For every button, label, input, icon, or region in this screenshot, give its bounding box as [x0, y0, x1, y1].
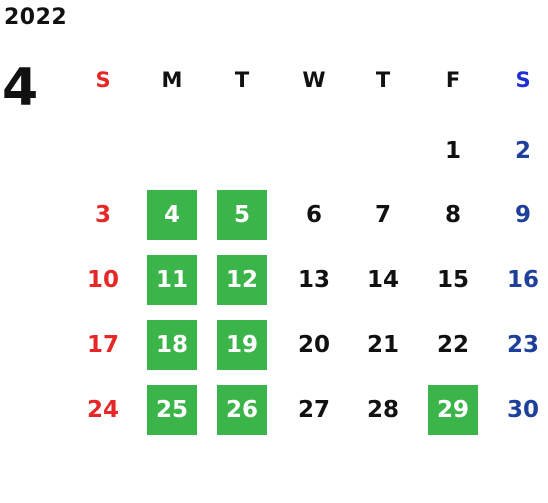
day-cell-4[interactable]: 4	[147, 190, 197, 240]
day-cell-7[interactable]: 7	[374, 202, 391, 228]
day-cell-5[interactable]: 5	[217, 190, 267, 240]
day-cell-3[interactable]: 3	[94, 202, 111, 228]
day-cell-23[interactable]: 23	[506, 332, 539, 358]
day-cell-6[interactable]: 6	[305, 202, 322, 228]
day-cell-30[interactable]: 30	[506, 397, 539, 423]
day-cell-2[interactable]: 2	[514, 138, 531, 164]
day-cell-27[interactable]: 27	[297, 397, 330, 423]
day-cell-24[interactable]: 24	[86, 397, 119, 423]
day-cell-10[interactable]: 10	[86, 267, 119, 293]
day-cell-25[interactable]: 25	[147, 385, 197, 435]
year-label: 2022	[4, 5, 68, 30]
weekday-header-wednesday: W	[302, 68, 326, 92]
weekday-header-saturday: S	[515, 68, 531, 92]
day-cell-16[interactable]: 16	[506, 267, 539, 293]
empty-day-cell	[289, 126, 339, 176]
weekday-header-sunday: S	[95, 68, 111, 92]
weekday-header-monday: M	[161, 68, 183, 92]
month-number: 4	[2, 58, 39, 118]
empty-day-cell	[78, 126, 128, 176]
day-cell-20[interactable]: 20	[297, 332, 330, 358]
weekday-header-thursday: T	[375, 68, 391, 92]
day-cell-21[interactable]: 21	[366, 332, 399, 358]
empty-day-cell	[358, 126, 408, 176]
day-cell-8[interactable]: 8	[444, 202, 461, 228]
day-cell-28[interactable]: 28	[366, 397, 399, 423]
day-cell-22[interactable]: 22	[436, 332, 469, 358]
day-cell-15[interactable]: 15	[436, 267, 469, 293]
day-cell-14[interactable]: 14	[366, 267, 399, 293]
day-cell-19[interactable]: 19	[217, 320, 267, 370]
day-cell-1[interactable]: 1	[444, 138, 461, 164]
day-cell-12[interactable]: 12	[217, 255, 267, 305]
day-cell-9[interactable]: 9	[514, 202, 531, 228]
day-cell-26[interactable]: 26	[217, 385, 267, 435]
day-cell-13[interactable]: 13	[297, 267, 330, 293]
empty-day-cell	[217, 126, 267, 176]
day-cell-11[interactable]: 11	[147, 255, 197, 305]
day-cell-29[interactable]: 29	[428, 385, 478, 435]
day-cell-17[interactable]: 17	[86, 332, 119, 358]
day-cell-18[interactable]: 18	[147, 320, 197, 370]
weekday-header-friday: F	[445, 68, 461, 92]
empty-day-cell	[147, 126, 197, 176]
weekday-header-tuesday: T	[234, 68, 250, 92]
